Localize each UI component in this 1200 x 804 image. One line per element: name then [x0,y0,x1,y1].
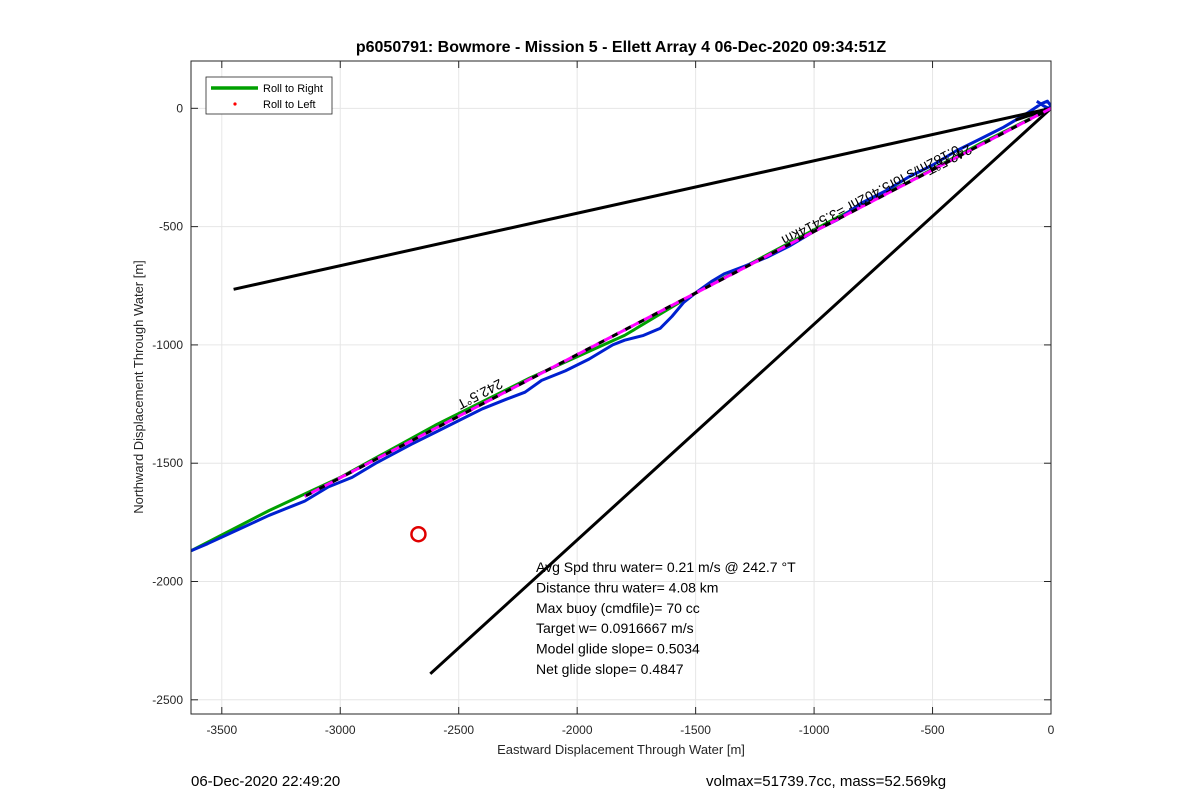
x-tick-label: -500 [921,723,945,737]
x-tick-label: -3500 [206,723,237,737]
plot-area [191,61,1051,714]
y-tick-label: -1500 [152,456,183,470]
info-box-line: Avg Spd thru water= 0.21 m/s @ 242.7 °T [536,559,796,575]
x-tick-label: -1500 [680,723,711,737]
x-tick-label: -2500 [443,723,474,737]
y-tick-label: 0 [176,101,183,115]
position-circle-marker [410,525,427,543]
y-axis-label: Northward Displacement Through Water [m] [131,260,146,514]
reference-line [429,107,1051,675]
info-box-line: Max buoy (cmdfile)= 70 cc [536,600,700,616]
x-axis-label: Eastward Displacement Through Water [m] [497,742,745,757]
info-box-line: Distance thru water= 4.08 km [536,579,718,595]
y-tick-label: -2500 [152,693,183,707]
y-tick-label: -1000 [152,338,183,352]
x-tick-label: -2000 [562,723,593,737]
x-tick-label: -3000 [325,723,356,737]
grid [191,61,1052,714]
bearing-line-overlay [304,106,1051,498]
footer-timestamp: 06-Dec-2020 22:49:20 [191,773,341,790]
info-box-line: Target w= 0.0916667 m/s [536,620,694,636]
series-line-1 [191,99,1051,553]
legend-label-roll-right: Roll to Right [263,83,323,95]
plot-content [191,99,1051,675]
x-tick-label: -1000 [799,723,830,737]
reference-line [233,106,1051,291]
y-tick-label: -500 [159,220,183,234]
info-box: Avg Spd thru water= 0.21 m/s @ 242.7 °T D… [536,559,796,677]
legend: Roll to Right Roll to Left [205,76,333,115]
y-tick-label: -2000 [152,575,183,589]
legend-label-roll-left: Roll to Left [263,99,316,111]
info-box-line: Model glide slope= 0.5034 [536,641,700,657]
ticks: -3500 -3000 -2500 -2000 -1500 -1000 -500 0 -2500… [152,61,1055,737]
info-box-line: Net glide slope= 0.4847 [536,661,684,677]
legend-box [205,76,333,115]
footer-volmax-mass: volmax=51739.7cc, mass=52.569kg [706,773,947,790]
legend-dot-swatch [233,102,237,106]
plot-border [190,60,1052,715]
x-tick-label: 0 [1048,723,1055,737]
chart-title: p6050791: Bowmore - Mission 5 - Ellett A… [356,39,887,56]
